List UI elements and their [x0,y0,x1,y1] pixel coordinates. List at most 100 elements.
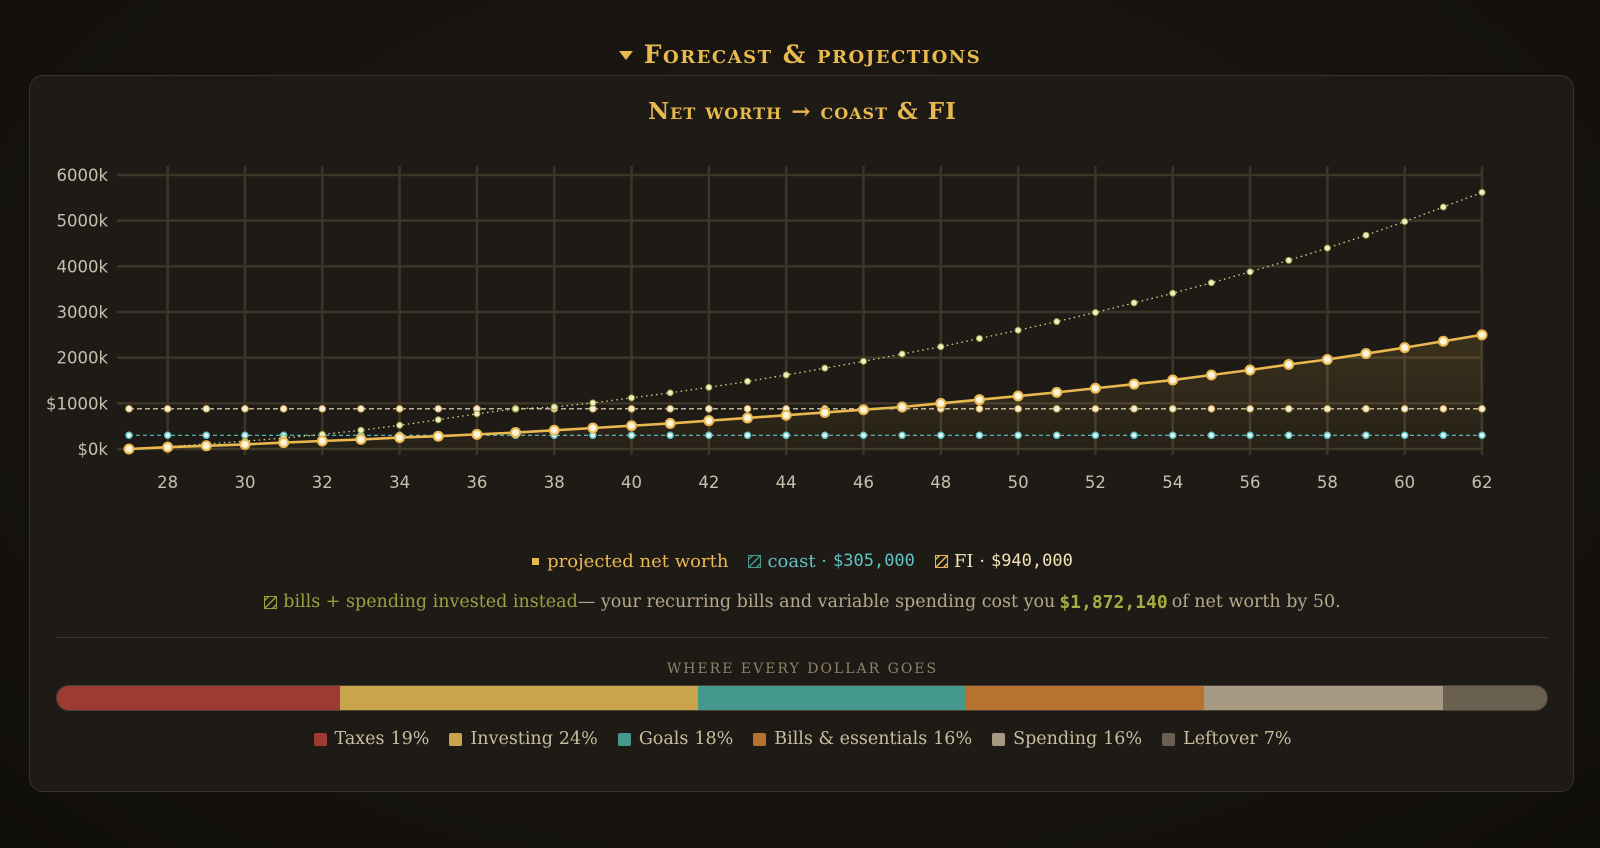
coast-series-point [975,431,984,440]
allocation-percent: 18% [694,729,734,749]
swatch-icon [313,732,327,746]
allocation-percent: 19% [390,729,430,749]
coast-series-point [705,431,713,440]
invested-instead-series-point [782,371,790,379]
hatch-gold-icon [934,554,948,568]
coast-series-point [163,431,172,440]
breakdown-title: WHERE EVERY DOLLAR GOES [666,661,939,677]
net-worth-series-point [316,435,328,447]
legend-coast-value: $305,000 [833,551,915,571]
invested-instead-series-point [1478,188,1486,196]
invested-instead-series-point [1130,299,1138,307]
net-worth-series-point [548,424,560,436]
chart-title: Net worth → coast & FI [648,98,957,125]
coast-series-point [125,431,133,440]
legend-fi[interactable]: FI · $940,000 [934,551,1073,572]
y-tick-label: $1000k [46,394,108,413]
y-tick-label: 5000k [56,212,108,231]
y-tick-label: 3000k [56,303,108,322]
fi-series-point [1478,405,1486,413]
net-worth-series-point [510,427,522,439]
fi-series-point [1130,405,1138,413]
net-worth-series-point [432,430,444,442]
allocation-percent: 16% [1103,729,1143,749]
net-worth-series-point [857,404,869,416]
allocation-segment [1442,686,1547,710]
invested-instead-series-point [1207,279,1215,287]
y-tick-label: 2000k [56,349,108,368]
coast-series-point [1207,431,1216,440]
fi-series-point [241,405,249,413]
fi-series-point [1014,405,1022,413]
fi-series-point [743,405,752,413]
invested-instead-series-point [550,403,558,411]
allocation-segment [340,686,698,710]
coast-series-point [937,431,945,440]
legend-coast-label: coast · [767,550,828,572]
legend-net-worth[interactable]: projected net worth [532,551,728,572]
net-worth-series-point [1399,342,1411,354]
x-tick-label: 48 [930,473,951,492]
fi-series-point [163,405,172,413]
x-tick-label: 50 [1008,473,1029,492]
coast-series-point [898,431,906,440]
invested-instead-series-point [357,426,365,434]
net-worth-series-point [664,417,676,429]
fi-series-point [1323,405,1332,413]
swatch-icon [1162,732,1176,746]
coast-series-point [1400,431,1409,440]
allocation-legend-item: Goals 18% [617,729,734,749]
allocation-segment [57,686,341,710]
invested-instead-series-point [937,343,945,351]
coast-series-point [202,431,211,440]
coast-series-point [782,431,790,440]
invested-instead-series-point [1053,318,1061,326]
x-tick-label: 44 [776,473,797,492]
net-worth-series-point [200,440,212,452]
coast-series-point [627,431,636,440]
x-tick-label: 52 [1085,473,1106,492]
x-tick-label: 40 [621,473,642,492]
allocation-percent: 24% [558,729,598,749]
swatch-icon [449,732,463,746]
net-worth-series-point [1128,378,1140,390]
fi-series-point [1091,405,1100,413]
invested-instead-series-line [128,191,1483,450]
invested-instead-series-point [589,399,597,407]
net-worth-series-point [1476,329,1488,341]
caret-down-icon [618,50,633,60]
allocation-label: Bills & essentials [774,729,928,749]
net-worth-chart: $0k $1000k 2000k 3000k 4000k 5000k 6000k 28 30 32… [46,166,1493,492]
fi-series-point [279,405,288,413]
x-tick-label: 54 [1162,473,1183,492]
x-tick-label: 62 [1472,473,1493,492]
coast-series-point [743,431,752,440]
forecast-section-toggle[interactable]: Forecast & projections [0,36,1600,72]
legend-coast[interactable]: coast · $305,000 [748,550,915,572]
fi-series-point [1400,405,1409,413]
net-worth-series-point [1089,382,1101,394]
net-worth-series-point [1244,364,1256,376]
allocation-legend: Taxes 19% Investing 24% Goals 18% Bills & esse… [30,726,1575,752]
net-worth-series-point [278,437,290,449]
swatch-icon [753,732,767,746]
x-tick-label: 46 [853,473,874,492]
fi-series-point [1207,405,1216,413]
note-label: bills + spending invested instead [283,592,578,612]
invested-instead-series-point [396,421,404,429]
net-worth-series-point [239,438,251,450]
allocation-legend-item: Investing 24% [449,729,598,749]
coast-series-point [241,431,249,440]
x-tick-label: 36 [466,473,487,492]
invested-instead-series-point [1401,218,1409,226]
net-worth-series-point [626,420,638,432]
fi-series-point [627,405,636,413]
allocation-bar [56,685,1548,711]
allocation-legend-item: Spending 16% [992,729,1142,749]
x-tick-label: 56 [1240,473,1261,492]
fi-series-point [318,405,327,413]
invested-instead-series-point [859,357,867,365]
coast-series-point [666,431,674,440]
net-worth-series-point [819,406,831,418]
net-worth-series-point [162,441,174,453]
